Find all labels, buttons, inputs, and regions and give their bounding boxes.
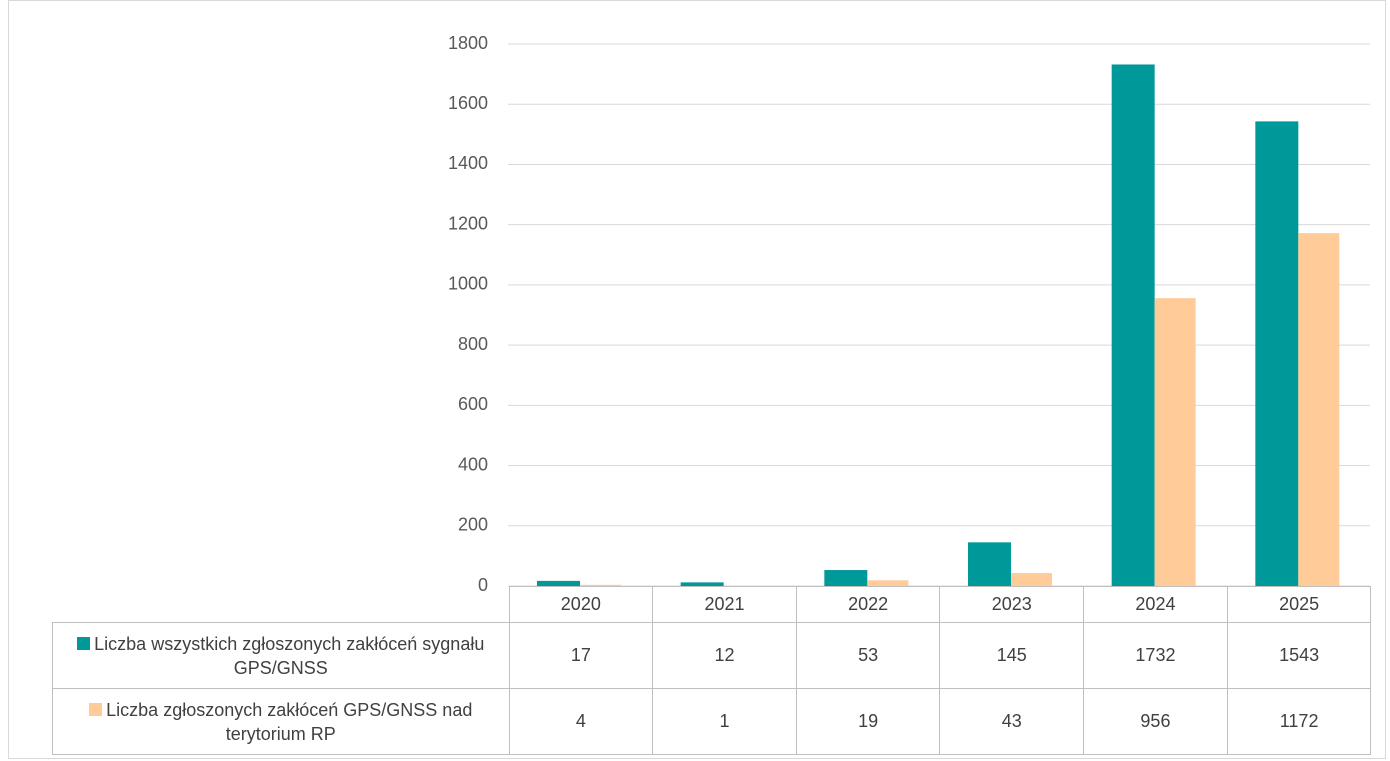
x-tick-label: 2023: [939, 586, 1085, 623]
table-value: 1: [652, 688, 797, 755]
y-tick-label: 600: [458, 394, 488, 414]
x-tick-label: 2021: [652, 586, 797, 623]
bar: [580, 584, 621, 586]
chart-frame: [8, 0, 1386, 759]
table-value: 53: [795, 622, 941, 689]
x-tick-label: 2025: [1226, 586, 1372, 623]
table-header-row: 2020 2021 2022 2023 2024 2025: [52, 586, 1372, 623]
table-row: Liczba wszystkich zgłoszonych zakłóceń s…: [52, 622, 1372, 689]
bar: [824, 570, 868, 586]
x-tick-label: 2024: [1083, 586, 1228, 623]
table-value: 1732: [1083, 622, 1228, 689]
y-tick-label: 1400: [448, 153, 488, 173]
bar: [1154, 298, 1196, 586]
y-tick-label: 1800: [448, 33, 488, 53]
data-table: 2020 2021 2022 2023 2024 2025 Liczba wszystkic…: [52, 586, 1372, 755]
bar: [1298, 233, 1340, 586]
y-tick-label: 800: [458, 334, 488, 354]
table-value: 4: [508, 688, 654, 755]
x-tick-label: 2020: [508, 586, 654, 623]
x-tick-label: 2022: [795, 586, 941, 623]
bar: [1111, 64, 1155, 586]
table-value: 1543: [1226, 622, 1372, 689]
table-value: 19: [795, 688, 941, 755]
y-tick-label: 200: [458, 515, 488, 535]
table-corner: [52, 586, 510, 623]
legend-swatch: [89, 702, 103, 716]
legend-label: Liczba wszystkich zgłoszonych zakłóceń s…: [94, 633, 485, 678]
y-tick-label: 1200: [448, 213, 488, 233]
bar: [867, 580, 909, 586]
bar: [968, 542, 1011, 586]
y-tick-label: 1000: [448, 274, 488, 294]
legend-swatch: [77, 636, 91, 650]
legend-label: Liczba zgłoszonych zakłóceń GPS/GNSS nad…: [106, 699, 473, 744]
y-tick-label: 400: [458, 454, 488, 474]
y-tick-label: 1600: [448, 93, 488, 113]
table-row: Liczba zgłoszonych zakłóceń GPS/GNSS nad…: [52, 688, 1372, 755]
legend-cell: Liczba wszystkich zgłoszonych zakłóceń s…: [52, 622, 510, 689]
table-value: 12: [652, 622, 797, 689]
bar: [680, 582, 724, 586]
bar: [537, 580, 580, 586]
table-value: 145: [939, 622, 1085, 689]
table-value: 17: [508, 622, 654, 689]
legend-cell: Liczba zgłoszonych zakłóceń GPS/GNSS nad…: [52, 688, 510, 755]
table-value: 956: [1083, 688, 1228, 755]
bar: [1011, 573, 1052, 586]
bar: [1255, 121, 1299, 586]
y-tick-label: 0: [478, 575, 488, 595]
table-value: 1172: [1226, 688, 1372, 755]
table-value: 43: [939, 688, 1085, 755]
